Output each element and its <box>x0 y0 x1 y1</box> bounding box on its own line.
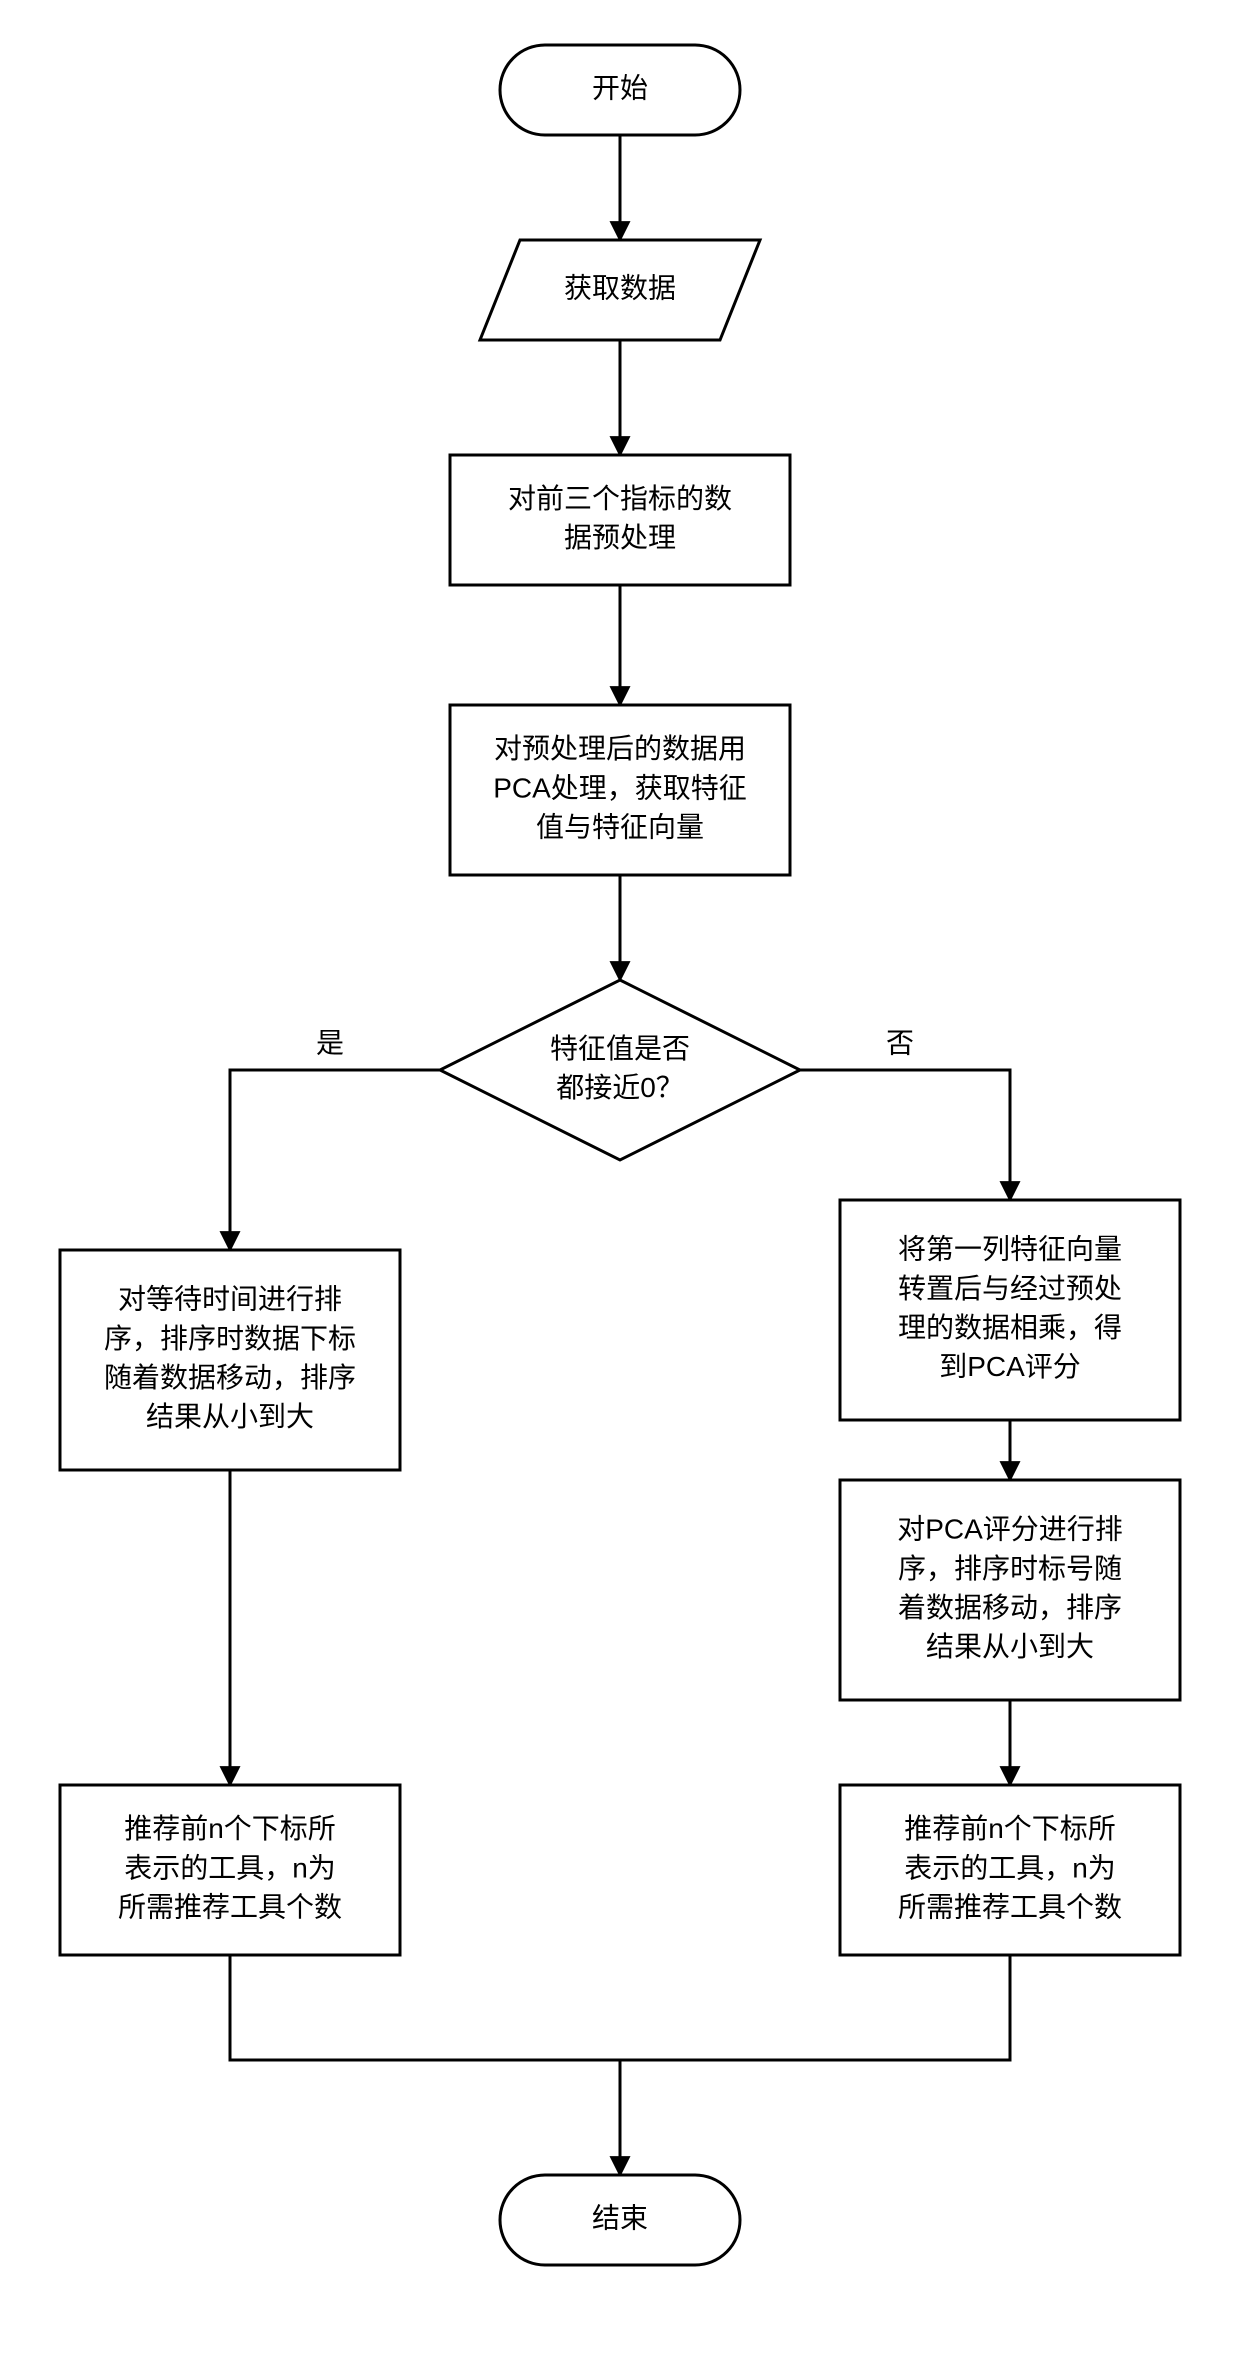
node-recleft: 推荐前n个下标所表示的工具，n为所需推荐工具个数 <box>60 1785 400 1955</box>
node-text: 所需推荐工具个数 <box>898 1892 1122 1923</box>
node-text: 都接近0？ <box>556 1072 684 1103</box>
node-text: 结束 <box>592 2202 648 2233</box>
edge-recleft-mergeL <box>230 1955 620 2060</box>
node-text: 值与特征向量 <box>536 812 704 843</box>
edge-decision-sortwait <box>230 1070 440 1250</box>
node-text: 表示的工具，n为 <box>124 1852 336 1883</box>
edge-recright-mergeR <box>620 1955 1010 2060</box>
node-text: 对PCA评分进行排 <box>897 1514 1123 1545</box>
node-text: 所需推荐工具个数 <box>118 1892 342 1923</box>
node-text: 将第一列特征向量 <box>898 1234 1122 1265</box>
node-decision: 特征值是否都接近0？ <box>440 980 800 1160</box>
node-text: 随着数据移动，排序 <box>104 1362 356 1393</box>
node-input: 获取数据 <box>480 240 760 340</box>
node-text: 到PCA评分 <box>939 1351 1081 1382</box>
node-text: 序，排序时标号随 <box>898 1553 1122 1584</box>
node-text: 转置后与经过预处 <box>898 1273 1122 1304</box>
node-preproc: 对前三个指标的数据预处理 <box>450 455 790 585</box>
node-text: 推荐前n个下标所 <box>124 1813 336 1844</box>
node-text: 序，排序时数据下标 <box>104 1323 356 1354</box>
node-text: 着数据移动，排序 <box>898 1592 1122 1623</box>
node-recright: 推荐前n个下标所表示的工具，n为所需推荐工具个数 <box>840 1785 1180 1955</box>
node-text: 对预处理后的数据用 <box>494 733 746 764</box>
edge-decision-pcascore <box>800 1070 1010 1200</box>
node-text: 理的数据相乘，得 <box>898 1312 1122 1343</box>
node-text: 获取数据 <box>564 272 676 303</box>
node-text: PCA处理，获取特征 <box>493 772 747 803</box>
node-end: 结束 <box>500 2175 740 2265</box>
node-sortpca: 对PCA评分进行排序，排序时标号随着数据移动，排序结果从小到大 <box>840 1480 1180 1700</box>
node-pcascore: 将第一列特征向量转置后与经过预处理的数据相乘，得到PCA评分 <box>840 1200 1180 1420</box>
node-text: 对前三个指标的数 <box>508 483 732 514</box>
node-text: 结果从小到大 <box>926 1631 1094 1662</box>
node-text: 特征值是否 <box>550 1033 690 1064</box>
edge-label: 否 <box>886 1027 914 1058</box>
node-text: 对等待时间进行排 <box>118 1284 342 1315</box>
node-text: 表示的工具，n为 <box>904 1852 1116 1883</box>
node-start: 开始 <box>500 45 740 135</box>
node-text: 据预处理 <box>564 522 676 553</box>
node-text: 开始 <box>592 72 648 103</box>
node-text: 结果从小到大 <box>146 1401 314 1432</box>
edge-label: 是 <box>316 1027 344 1058</box>
flowchart-canvas: 是 否 开始获取数据对前三个指标的数据预处理对预处理后的数据用 PCA处理，获取特征值… <box>0 0 1240 2380</box>
node-sortwait: 对等待时间进行排序，排序时数据下标随着数据移动，排序结果从小到大 <box>60 1250 400 1470</box>
node-pca: 对预处理后的数据用 PCA处理，获取特征值与特征向量 <box>450 705 790 875</box>
node-text: 推荐前n个下标所 <box>904 1813 1116 1844</box>
